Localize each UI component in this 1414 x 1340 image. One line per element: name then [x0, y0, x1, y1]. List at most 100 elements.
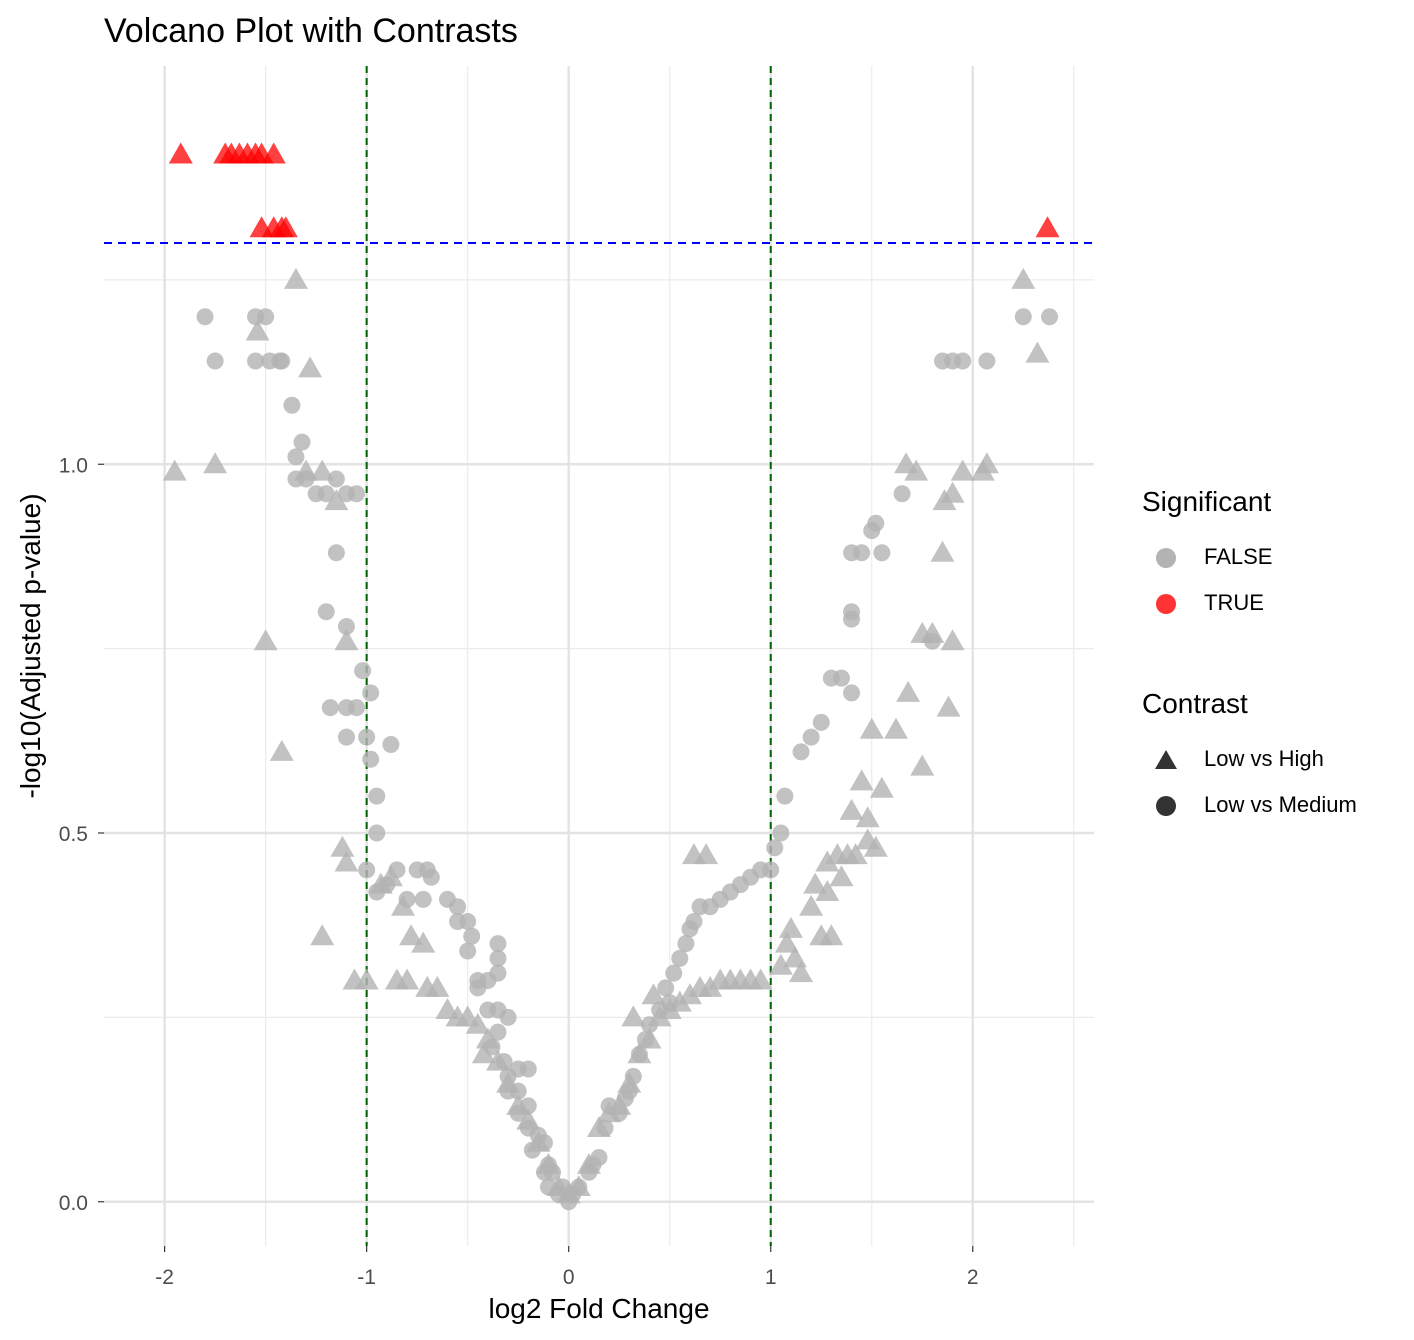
legend-label-true: TRUE — [1204, 590, 1264, 615]
x-tick-label: -2 — [155, 1266, 174, 1289]
data-point-low-vs-medium — [1041, 308, 1059, 326]
y-tick-label: 0.5 — [59, 823, 88, 846]
data-point-low-vs-medium — [978, 352, 996, 370]
data-point-low-vs-medium — [348, 699, 366, 717]
data-point-low-vs-medium — [362, 684, 380, 702]
data-point-low-vs-high — [896, 680, 921, 702]
data-point-low-vs-medium — [523, 1141, 541, 1159]
data-point-low-vs-high — [310, 924, 335, 946]
data-point-low-vs-high — [843, 843, 868, 865]
data-point-low-vs-high — [910, 754, 935, 776]
data-point-low-vs-high — [399, 924, 424, 946]
data-point-low-vs-medium — [636, 1031, 654, 1048]
data-point-low-vs-medium — [792, 743, 810, 761]
data-point-low-vs-medium — [297, 470, 315, 488]
data-point-low-vs-high — [395, 968, 420, 990]
data-point-low-vs-high — [884, 717, 908, 739]
data-point-low-vs-medium — [873, 544, 891, 562]
data-point-low-vs-medium — [499, 1008, 517, 1026]
data-point-low-vs-high — [789, 961, 814, 983]
data-point-low-vs-medium — [463, 927, 481, 945]
data-point-low-vs-medium — [641, 1016, 659, 1034]
x-axis-label: log2 Fold Change — [488, 1293, 709, 1324]
data-point-low-vs-medium — [677, 935, 695, 953]
data-point-low-vs-medium — [509, 1104, 527, 1122]
data-point-low-vs-high — [940, 629, 965, 651]
data-point-low-vs-high — [936, 695, 961, 717]
data-point-low-vs-high — [932, 489, 957, 511]
legend-significant: Significant FALSE TRUE — [1142, 486, 1272, 626]
data-point-low-vs-medium — [317, 603, 335, 621]
data-point-low-vs-medium — [459, 942, 477, 960]
points-layer — [162, 142, 1060, 1211]
data-point-low-vs-medium — [206, 352, 224, 370]
data-point-low-vs-high — [621, 1005, 646, 1027]
data-point-low-vs-medium — [337, 618, 355, 635]
data-point-low-vs-medium — [772, 824, 790, 842]
data-point-low-vs-high — [768, 953, 793, 975]
data-point-low-vs-medium — [368, 824, 386, 842]
x-tick-label: -1 — [357, 1266, 376, 1289]
data-point-low-vs-high — [245, 319, 270, 341]
data-point-low-vs-medium — [483, 1038, 501, 1056]
data-point-low-vs-medium — [287, 448, 305, 466]
data-point-low-vs-medium — [337, 728, 355, 746]
axis-layer: -2 -1 0 1 2 0.0 0.5 1.0 log2 Fold Change -log10(A… — [15, 454, 979, 1324]
threshold-layer — [104, 66, 1094, 1246]
data-point-low-vs-medium — [954, 352, 972, 370]
data-point-low-vs-high — [298, 356, 323, 378]
data-point-low-vs-high — [829, 865, 854, 887]
data-point-low-vs-medium — [766, 839, 784, 857]
legend-label-low-vs-medium: Low vs Medium — [1204, 792, 1357, 817]
legend-false-circle-icon — [1156, 548, 1176, 568]
data-point-low-vs-medium — [257, 308, 275, 326]
data-point-low-vs-medium — [382, 736, 400, 753]
data-point-low-vs-medium — [544, 1163, 562, 1181]
legend-item-low-vs-medium: Low vs Medium — [1142, 782, 1357, 828]
data-point-low-vs-medium — [499, 1082, 517, 1100]
data-point-low-vs-high — [273, 216, 298, 238]
data-point-low-vs-medium — [620, 1082, 638, 1100]
data-point-low-vs-high — [471, 1042, 496, 1064]
legend-contrast: Contrast Low vs High Low vs Medium — [1142, 688, 1357, 828]
data-point-low-vs-medium — [867, 514, 885, 532]
data-point-low-vs-high — [334, 850, 359, 872]
data-point-low-vs-medium — [273, 352, 291, 370]
data-point-low-vs-medium — [327, 544, 345, 562]
data-point-low-vs-high — [330, 835, 355, 857]
data-point-low-vs-medium — [317, 485, 335, 503]
data-point-low-vs-medium — [388, 861, 406, 879]
data-point-low-vs-high — [774, 931, 799, 953]
data-point-low-vs-medium — [853, 544, 871, 562]
data-point-low-vs-medium — [327, 470, 345, 488]
data-point-low-vs-high — [863, 835, 888, 857]
data-point-low-vs-high — [819, 924, 844, 946]
data-point-low-vs-medium — [762, 861, 780, 879]
data-point-low-vs-medium — [610, 1104, 628, 1122]
data-point-low-vs-medium — [495, 1053, 513, 1071]
data-point-low-vs-high — [1025, 341, 1050, 363]
legend-true-circle-icon — [1156, 594, 1176, 614]
data-point-low-vs-high — [859, 717, 884, 739]
data-point-low-vs-medium — [354, 662, 372, 680]
y-tick-label: 1.0 — [59, 454, 88, 477]
data-point-low-vs-medium — [378, 876, 396, 894]
data-point-low-vs-medium — [843, 603, 861, 621]
data-point-low-vs-medium — [489, 1023, 507, 1041]
data-point-low-vs-medium — [362, 750, 380, 768]
data-point-low-vs-medium — [358, 728, 376, 746]
data-point-low-vs-medium — [398, 890, 416, 908]
data-point-low-vs-medium — [590, 1149, 608, 1166]
data-point-low-vs-high — [869, 776, 894, 798]
data-point-low-vs-high — [203, 452, 228, 474]
data-point-low-vs-medium — [661, 994, 679, 1012]
y-axis-label: -log10(Adjusted p-value) — [15, 493, 46, 798]
data-point-low-vs-high — [748, 968, 773, 990]
data-point-low-vs-medium — [685, 913, 703, 930]
data-point-low-vs-medium — [414, 890, 432, 908]
data-point-low-vs-high — [465, 1012, 490, 1034]
data-point-low-vs-medium — [624, 1067, 642, 1085]
data-point-low-vs-high — [283, 267, 308, 289]
legend-circle-icon — [1156, 796, 1176, 816]
